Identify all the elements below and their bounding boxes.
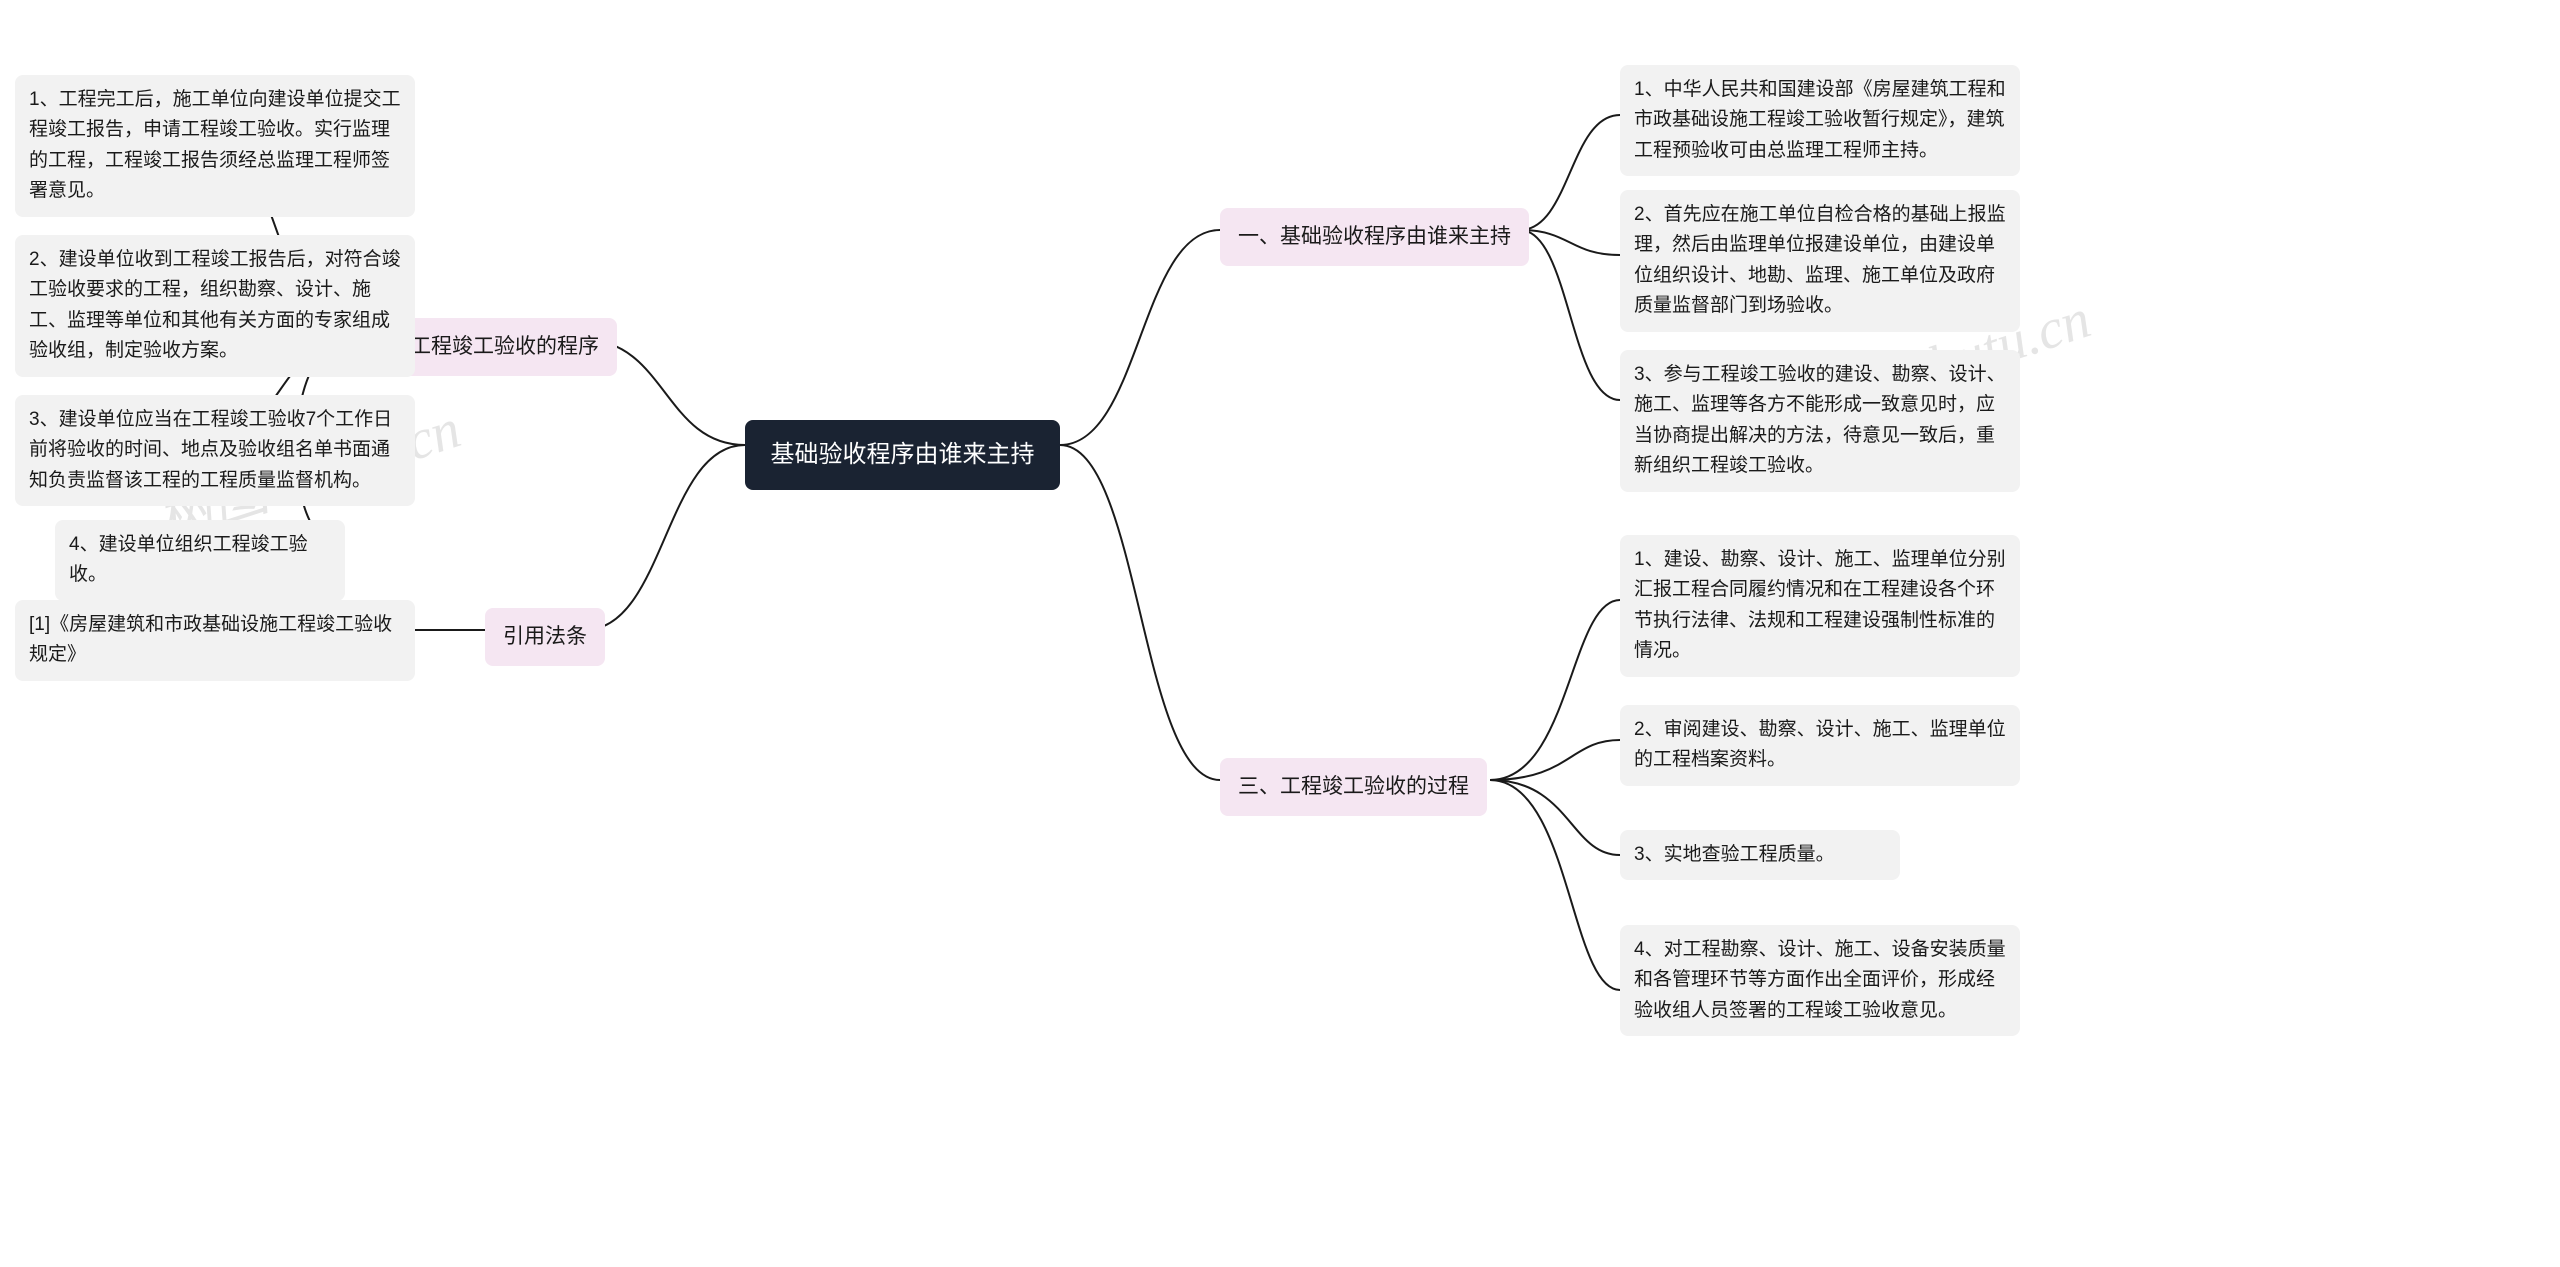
branch-1: 一、基础验收程序由谁来主持 — [1220, 208, 1529, 266]
branch-2-leaf-4: 4、建设单位组织工程竣工验收。 — [55, 520, 345, 601]
branch-1-leaf-1: 1、中华人民共和国建设部《房屋建筑工程和市政基础设施工程竣工验收暂行规定》，建筑… — [1620, 65, 2020, 176]
branch-2-leaf-1: 1、工程完工后，施工单位向建设单位提交工程竣工报告，申请工程竣工验收。实行监理的… — [15, 75, 415, 217]
branch-3: 三、工程竣工验收的过程 — [1220, 758, 1487, 816]
root-node: 基础验收程序由谁来主持 — [745, 420, 1060, 490]
branch-1-leaf-3: 3、参与工程竣工验收的建设、勘察、设计、施工、监理等各方不能形成一致意见时，应当… — [1620, 350, 2020, 492]
branch-2-leaf-3: 3、建设单位应当在工程竣工验收7个工作日前将验收的时间、地点及验收组名单书面通知… — [15, 395, 415, 506]
branch-ref-leaf-1: [1]《房屋建筑和市政基础设施工程竣工验收规定》 — [15, 600, 415, 681]
branch-ref: 引用法条 — [485, 608, 605, 666]
branch-3-leaf-1: 1、建设、勘察、设计、施工、监理单位分别汇报工程合同履约情况和在工程建设各个环节… — [1620, 535, 2020, 677]
branch-3-leaf-2: 2、审阅建设、勘察、设计、施工、监理单位的工程档案资料。 — [1620, 705, 2020, 786]
branch-3-leaf-3: 3、实地查验工程质量。 — [1620, 830, 1900, 880]
branch-3-leaf-4: 4、对工程勘察、设计、施工、设备安装质量和各管理环节等方面作出全面评价，形成经验… — [1620, 925, 2020, 1036]
branch-2-leaf-2: 2、建设单位收到工程竣工报告后，对符合竣工验收要求的工程，组织勘察、设计、施工、… — [15, 235, 415, 377]
branch-1-leaf-2: 2、首先应在施工单位自检合格的基础上报监理，然后由监理单位报建设单位，由建设单位… — [1620, 190, 2020, 332]
